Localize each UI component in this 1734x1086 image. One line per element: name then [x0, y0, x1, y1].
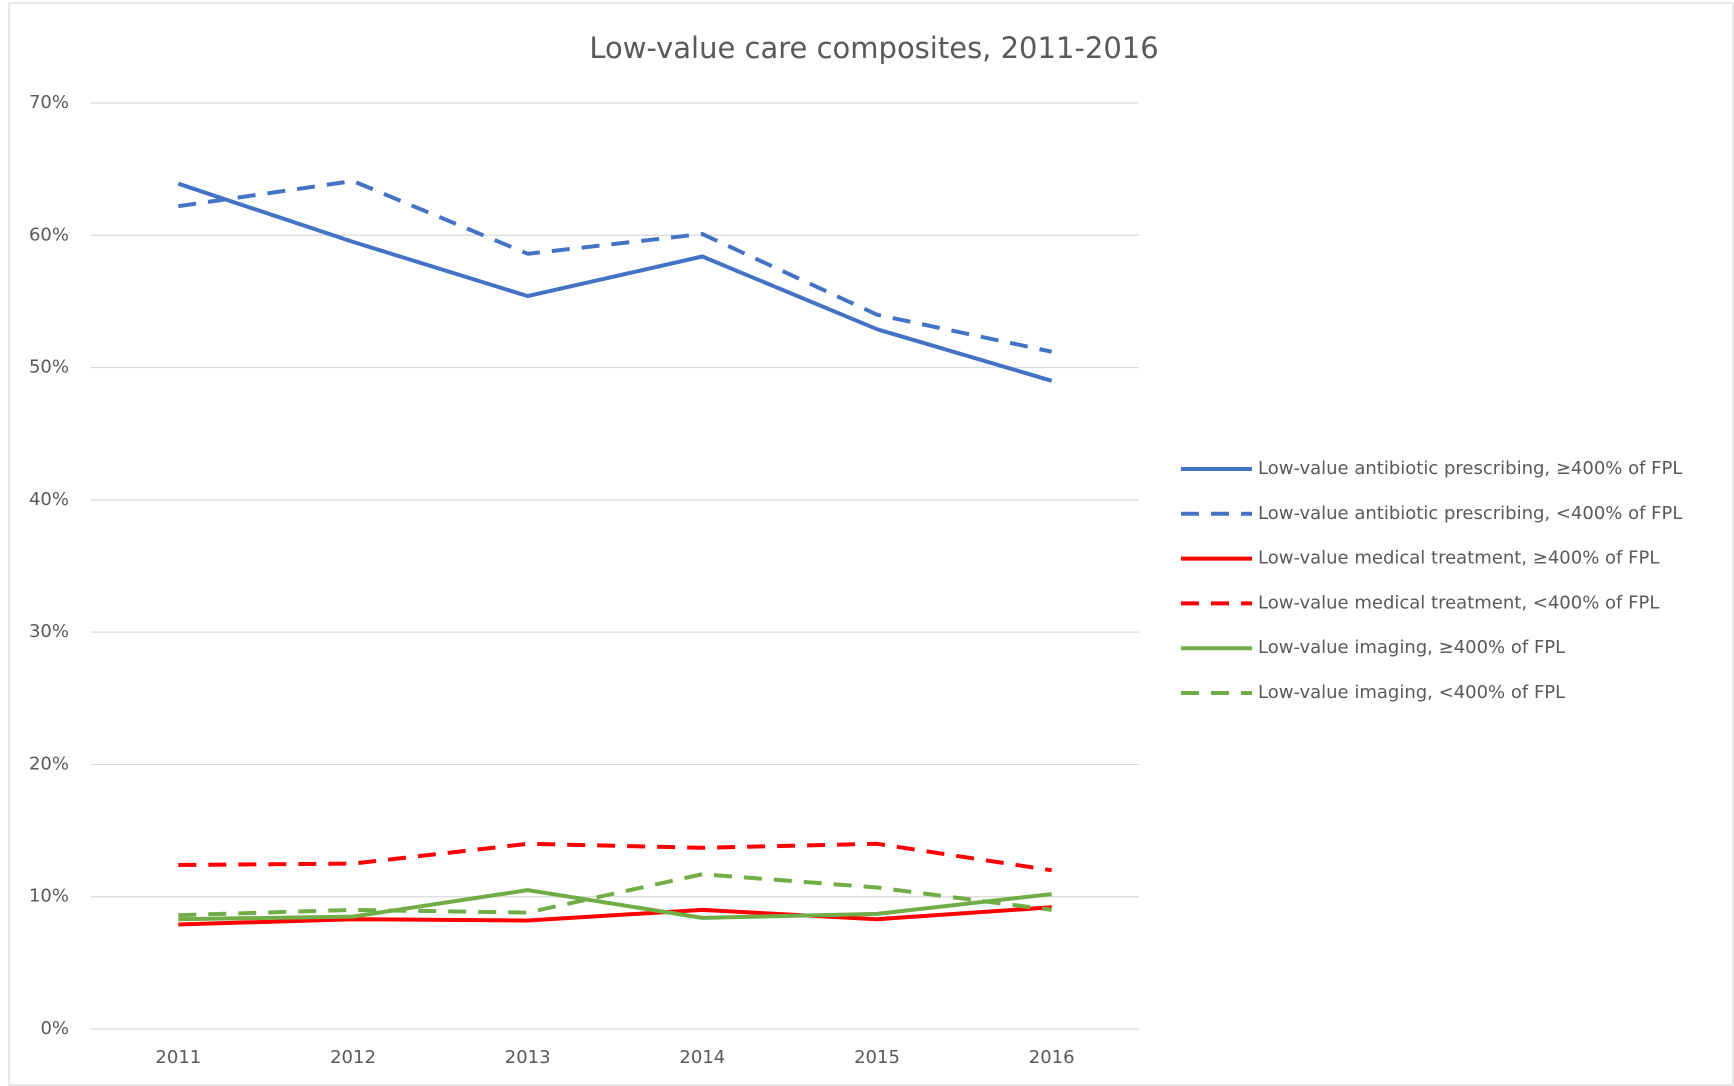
y-tick-label: 40%	[29, 489, 69, 510]
y-tick-label: 0%	[40, 1018, 69, 1039]
y-tick-label: 70%	[29, 92, 69, 113]
chart-title: Low-value care composites, 2011-2016	[589, 31, 1158, 65]
series-line	[178, 841, 1052, 873]
series-line	[177, 181, 1053, 383]
legend-label: Low-value antibiotic prescribing, ≥400% …	[1258, 458, 1682, 479]
chart-frame	[8, 2, 1734, 1086]
legend-label: Low-value medical treatment, <400% of FP…	[1258, 592, 1659, 613]
x-tick-label: 2013	[505, 1047, 551, 1068]
x-tick-label: 2012	[330, 1047, 376, 1068]
legend-label: Low-value imaging, ≥400% of FPL	[1258, 637, 1565, 658]
y-tick-label: 20%	[29, 753, 69, 774]
legend-label: Low-value medical treatment, ≥400% of FP…	[1258, 548, 1659, 569]
y-tick-label: 30%	[29, 621, 69, 642]
x-tick-label: 2011	[155, 1047, 201, 1068]
x-tick-label: 2015	[854, 1047, 900, 1068]
legend-label: Low-value imaging, <400% of FPL	[1258, 682, 1565, 703]
x-tick-label: 2014	[679, 1047, 725, 1068]
series-line	[178, 179, 1053, 354]
series-line	[178, 888, 1052, 922]
x-tick-label: 2016	[1029, 1047, 1075, 1068]
y-tick-label: 10%	[29, 886, 69, 907]
series-line	[178, 905, 1052, 927]
y-tick-label: 50%	[29, 357, 69, 378]
legend-label: Low-value antibiotic prescribing, <400% …	[1258, 503, 1682, 524]
y-tick-label: 60%	[29, 224, 69, 245]
series-line	[178, 872, 1052, 918]
